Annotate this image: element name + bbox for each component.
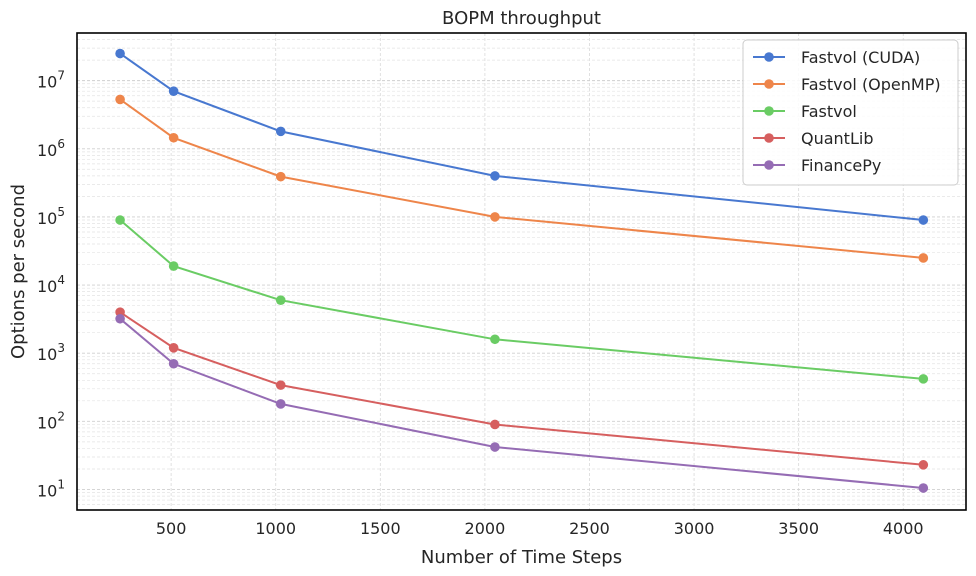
legend-marker (764, 133, 774, 143)
legend-marker (764, 52, 774, 62)
chart-title: BOPM throughput (442, 8, 601, 29)
data-point (490, 334, 500, 345)
data-point (115, 307, 125, 317)
legend-marker (764, 160, 774, 170)
legend-label: QuantLib (801, 129, 873, 148)
axis-ticks: 500 1000 1500 2000 2500 3000 3500 4000 101 102 103… (37, 69, 924, 538)
data-point (275, 380, 286, 390)
y-tick-label: 102 (37, 409, 65, 432)
x-axis-label: Number of Time Steps (421, 547, 622, 568)
x-tick-label: 4000 (883, 519, 924, 538)
data-point (490, 419, 500, 430)
x-tick-label: 1000 (255, 519, 296, 538)
data-point (275, 399, 286, 409)
data-point (275, 171, 286, 182)
y-tick-label: 106 (37, 137, 65, 160)
data-point (918, 483, 929, 493)
data-point (115, 215, 125, 225)
data-point (115, 94, 125, 105)
y-tick-label: 104 (37, 273, 65, 296)
legend: Fastvol (CUDA) Fastvol (OpenMP) Fastvol Qua… (742, 39, 959, 186)
legend-label: Fastvol (801, 102, 857, 121)
legend-marker (764, 106, 774, 116)
x-tick-label: 3500 (778, 519, 819, 538)
x-tick-label: 2500 (569, 519, 610, 538)
data-point (490, 212, 500, 222)
data-point (168, 132, 179, 143)
y-tick-label: 103 (37, 341, 65, 364)
data-point (115, 313, 125, 324)
x-tick-label: 2000 (465, 519, 506, 538)
legend-label: FinancePy (801, 156, 881, 175)
data-point (490, 442, 500, 452)
y-tick-label: 107 (37, 69, 65, 92)
series-group (115, 48, 929, 493)
data-point (275, 126, 286, 137)
series-line-4 (119, 318, 924, 489)
data-point (168, 358, 179, 369)
data-point (918, 253, 929, 263)
x-tick-label: 1500 (360, 519, 401, 538)
plot-frame (76, 32, 967, 511)
x-tick-label: 3000 (674, 519, 715, 538)
y-tick-label: 105 (37, 205, 65, 228)
legend-marker (764, 79, 774, 89)
data-point (168, 261, 179, 271)
data-point (275, 295, 286, 305)
data-point (115, 48, 125, 59)
data-point (168, 86, 179, 96)
legend-label: Fastvol (OpenMP) (801, 75, 941, 94)
y-axis-label: Options per second (8, 184, 29, 359)
legend-label: Fastvol (CUDA) (801, 48, 920, 67)
x-tick-label: 500 (156, 519, 187, 538)
data-point (918, 215, 929, 225)
data-point (490, 171, 500, 181)
data-point (168, 343, 179, 353)
y-tick-label: 101 (37, 477, 65, 500)
data-point (918, 460, 929, 470)
data-point (918, 374, 929, 384)
legend-box (742, 39, 959, 186)
